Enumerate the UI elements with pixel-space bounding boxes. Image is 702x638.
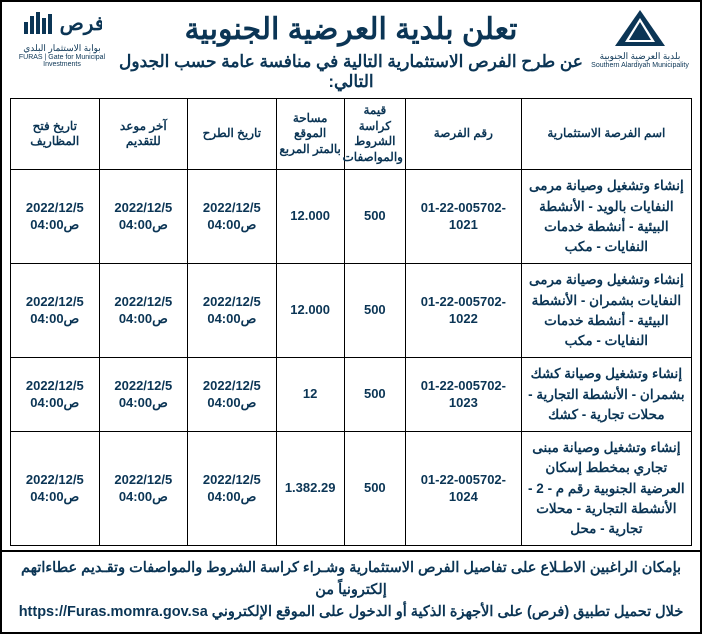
cell-price: 500 <box>344 264 405 358</box>
col-header-offer-date: تاريخ الطرح <box>188 99 277 170</box>
cell-area: 1.382.29 <box>276 432 344 546</box>
cell-offer-date: 2022/12/5 04:00ص <box>188 432 277 546</box>
cell-name: إنشاء وتشغيل وصيانة مرمى النفايات بشمران… <box>521 264 691 358</box>
logo-furas-caption-en: FURAS | Gate for Municipal Investments <box>12 54 112 68</box>
table-container: اسم الفرصة الاستثمارية رقم الفرصة قيمة ك… <box>2 92 700 550</box>
cell-code: 01-22-005702-1023 <box>405 358 521 432</box>
cell-price: 500 <box>344 170 405 264</box>
cell-code: 01-22-005702-1022 <box>405 264 521 358</box>
municipality-icon <box>605 8 675 50</box>
cell-price: 500 <box>344 432 405 546</box>
logo-municipality: بلدية العرضية الجنوبية Southern Alardiya… <box>590 8 690 69</box>
svg-text:فرص: فرص <box>60 13 102 36</box>
cell-open-date: 2022/12/5 04:00ص <box>11 432 100 546</box>
cell-name: إنشاء وتشغيل وصيانة مبنى تجاري بمخطط إسك… <box>521 432 691 546</box>
table-header-row: اسم الفرصة الاستثمارية رقم الفرصة قيمة ك… <box>11 99 692 170</box>
col-header-area: مساحة الموقع بالمتر المربع <box>276 99 344 170</box>
cell-deadline: 2022/12/5 04:00ص <box>99 358 188 432</box>
cell-code: 01-22-005702-1024 <box>405 432 521 546</box>
cell-area: 12.000 <box>276 170 344 264</box>
cell-offer-date: 2022/12/5 04:00ص <box>188 264 277 358</box>
cell-offer-date: 2022/12/5 04:00ص <box>188 358 277 432</box>
footer: بإمكان الراغبين الاطـلاع على تفاصيل الفر… <box>2 550 700 631</box>
table-row: إنشاء وتشغيل وصيانة مبنى تجاري بمخطط إسك… <box>11 432 692 546</box>
cell-price: 500 <box>344 358 405 432</box>
announcement-page: بلدية العرضية الجنوبية Southern Alardiya… <box>0 0 702 634</box>
footer-line2: خلال تحميل تطبيق (فرص) على الأجهزة الذكي… <box>12 602 690 624</box>
table-body: إنشاء وتشغيل وصيانة مرمى النفايات بالويد… <box>11 170 692 546</box>
title-block: تعلن بلدية العرضية الجنوبية عن طرح الفرص… <box>112 8 590 92</box>
cell-open-date: 2022/12/5 04:00ص <box>11 264 100 358</box>
cell-area: 12.000 <box>276 264 344 358</box>
col-header-deadline: آخر موعد للتقديم <box>99 99 188 170</box>
cell-open-date: 2022/12/5 04:00ص <box>11 358 100 432</box>
col-header-name: اسم الفرصة الاستثمارية <box>521 99 691 170</box>
cell-deadline: 2022/12/5 04:00ص <box>99 432 188 546</box>
table-row: إنشاء وتشغيل وصيانة كشك بشمران - الأنشطة… <box>11 358 692 432</box>
logo-municipality-caption-en: Southern Alardiyah Municipality <box>590 62 690 69</box>
cell-area: 12 <box>276 358 344 432</box>
header: بلدية العرضية الجنوبية Southern Alardiya… <box>2 2 700 92</box>
table-row: إنشاء وتشغيل وصيانة مرمى النفايات بالويد… <box>11 170 692 264</box>
furas-icon: فرص <box>22 8 102 42</box>
sub-title: عن طرح الفرص الاستثمارية التالية في مناف… <box>112 52 590 92</box>
col-header-open-date: تاريخ فتح المظاريف <box>11 99 100 170</box>
main-title: تعلن بلدية العرضية الجنوبية <box>112 12 590 48</box>
cell-deadline: 2022/12/5 04:00ص <box>99 170 188 264</box>
col-header-price: قيمة كراسة الشروط والمواصفات <box>344 99 405 170</box>
logo-furas: فرص بوابة الاستثمار البلدي FURAS | Gate … <box>12 8 112 68</box>
cell-name: إنشاء وتشغيل وصيانة كشك بشمران - الأنشطة… <box>521 358 691 432</box>
cell-offer-date: 2022/12/5 04:00ص <box>188 170 277 264</box>
cell-code: 01-22-005702-1021 <box>405 170 521 264</box>
footer-url[interactable]: https://Furas.momra.gov.sa <box>19 602 208 624</box>
cell-open-date: 2022/12/5 04:00ص <box>11 170 100 264</box>
footer-line2-prefix: خلال تحميل تطبيق (فرص) على الأجهزة الذكي… <box>212 604 684 620</box>
cell-deadline: 2022/12/5 04:00ص <box>99 264 188 358</box>
logo-municipality-caption-ar: بلدية العرضية الجنوبية <box>590 52 690 62</box>
table-row: إنشاء وتشغيل وصيانة مرمى النفايات بشمران… <box>11 264 692 358</box>
opportunities-table: اسم الفرصة الاستثمارية رقم الفرصة قيمة ك… <box>10 98 692 546</box>
footer-line1: بإمكان الراغبين الاطـلاع على تفاصيل الفر… <box>12 558 690 602</box>
logo-furas-caption-ar: بوابة الاستثمار البلدي <box>12 44 112 54</box>
cell-name: إنشاء وتشغيل وصيانة مرمى النفايات بالويد… <box>521 170 691 264</box>
col-header-code: رقم الفرصة <box>405 99 521 170</box>
